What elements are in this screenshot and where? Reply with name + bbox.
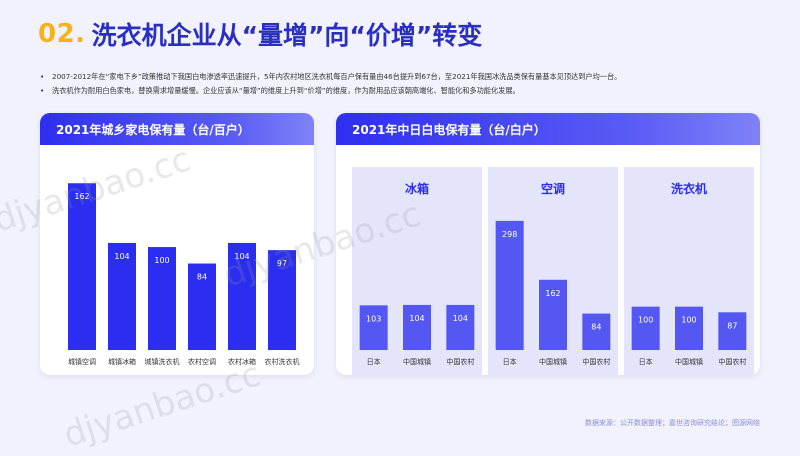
- urban-rural-chart-card: 2021年城乡家电保有量（台/百户） 162 城镇空调 104 城镇冰箱 100 城镇洗衣…: [40, 113, 314, 375]
- data-label: 84: [197, 273, 207, 282]
- x-tick-label: 中国农村: [446, 357, 474, 366]
- data-label: 162: [74, 192, 89, 201]
- data-label: 104: [114, 252, 129, 261]
- data-label: 97: [277, 259, 287, 268]
- x-tick-label: 中国城镇: [675, 357, 703, 366]
- bar: [582, 313, 611, 350]
- x-tick-label: 农村空调: [188, 357, 216, 366]
- bar: [675, 306, 703, 350]
- data-label: 103: [366, 314, 381, 323]
- urban-rural-bar-chart: 162 城镇空调 104 城镇冰箱 100 城镇洗衣机 84 农村空调 104 农村冰箱 97 农村洗…: [68, 183, 300, 366]
- china-japan-bar-chart: 冰箱 103 日本 104 中国城镇 104 中国农村 空调 298 日本 162 中国城镇 84 中国农…: [352, 167, 754, 375]
- x-tick-label: 中国农村: [582, 357, 610, 366]
- data-label: 100: [638, 316, 653, 325]
- chart-title: 2021年中日白电保有量（台/白户）: [336, 113, 760, 145]
- data-label: 104: [234, 252, 249, 261]
- group-label: 洗衣机: [671, 181, 707, 196]
- bar: [268, 250, 296, 350]
- bullet-text: 2007-2012年在“家电下乡”政策推动下我国白电渗透率迅速提升，5年内农村地…: [52, 72, 622, 81]
- x-tick-label: 城镇空调: [68, 357, 96, 366]
- page-title: 02. 洗衣机企业从“量增”向“价增”转变: [38, 14, 482, 54]
- bar: [495, 220, 524, 350]
- x-tick-label: 农村洗衣机: [265, 357, 300, 366]
- bar: [228, 242, 256, 350]
- bullet-dot-icon: •: [40, 86, 45, 95]
- x-tick-label: 城镇冰箱: [108, 357, 136, 366]
- x-tick-label: 中国城镇: [539, 357, 567, 366]
- x-tick-label: 日本: [367, 357, 381, 366]
- chart-title: 2021年城乡家电保有量（台/百户）: [40, 113, 314, 145]
- bullet-item: • 2007-2012年在“家电下乡”政策推动下我国白电渗透率迅速提升，5年内农村…: [40, 70, 780, 84]
- x-tick-label: 日本: [503, 357, 517, 366]
- data-label: 298: [502, 230, 517, 239]
- bar: [148, 247, 176, 350]
- source-note: 数据来源：公开数据整理；嘉世咨询研究结论；图源网络: [585, 419, 760, 427]
- bar: [359, 305, 388, 350]
- data-label: 87: [727, 321, 737, 330]
- data-label: 84: [591, 323, 601, 332]
- data-label: 162: [545, 289, 560, 298]
- bullet-list: • 2007-2012年在“家电下乡”政策推动下我国白电渗透率迅速提升，5年内农村…: [40, 70, 780, 98]
- x-tick-label: 中国农村: [718, 357, 746, 366]
- section-number: 02.: [38, 19, 86, 49]
- bullet-text: 洗衣机作为耐用白色家电，替换需求增量缓慢。企业应该从“量增”的维度上升到“价增”…: [52, 86, 520, 95]
- data-label: 104: [409, 314, 424, 323]
- data-label: 100: [154, 256, 169, 265]
- bar: [539, 279, 567, 350]
- bar: [631, 306, 660, 350]
- bar: [68, 183, 96, 350]
- group-label: 空调: [541, 181, 565, 196]
- x-tick-label: 日本: [639, 357, 653, 366]
- bullet-dot-icon: •: [40, 72, 45, 81]
- section-title: 洗衣机企业从“量增”向“价增”转变: [91, 21, 483, 50]
- china-japan-chart-card: 2021年中日白电保有量（台/白户） 冰箱 103 日本 104 中国城镇 104 中国农村…: [336, 113, 760, 375]
- x-tick-label: 中国城镇: [403, 357, 431, 366]
- data-label: 100: [681, 316, 696, 325]
- bar: [188, 263, 216, 350]
- bar: [718, 312, 747, 350]
- bullet-item: • 洗衣机作为耐用白色家电，替换需求增量缓慢。企业应该从“量增”的维度上升到“价增…: [40, 84, 780, 98]
- bar: [108, 242, 136, 350]
- bar: [446, 304, 475, 350]
- bar: [403, 304, 431, 350]
- group-label: 冰箱: [405, 181, 429, 196]
- x-tick-label: 农村冰箱: [228, 357, 256, 366]
- x-tick-label: 城镇洗衣机: [145, 357, 180, 366]
- data-label: 104: [453, 314, 468, 323]
